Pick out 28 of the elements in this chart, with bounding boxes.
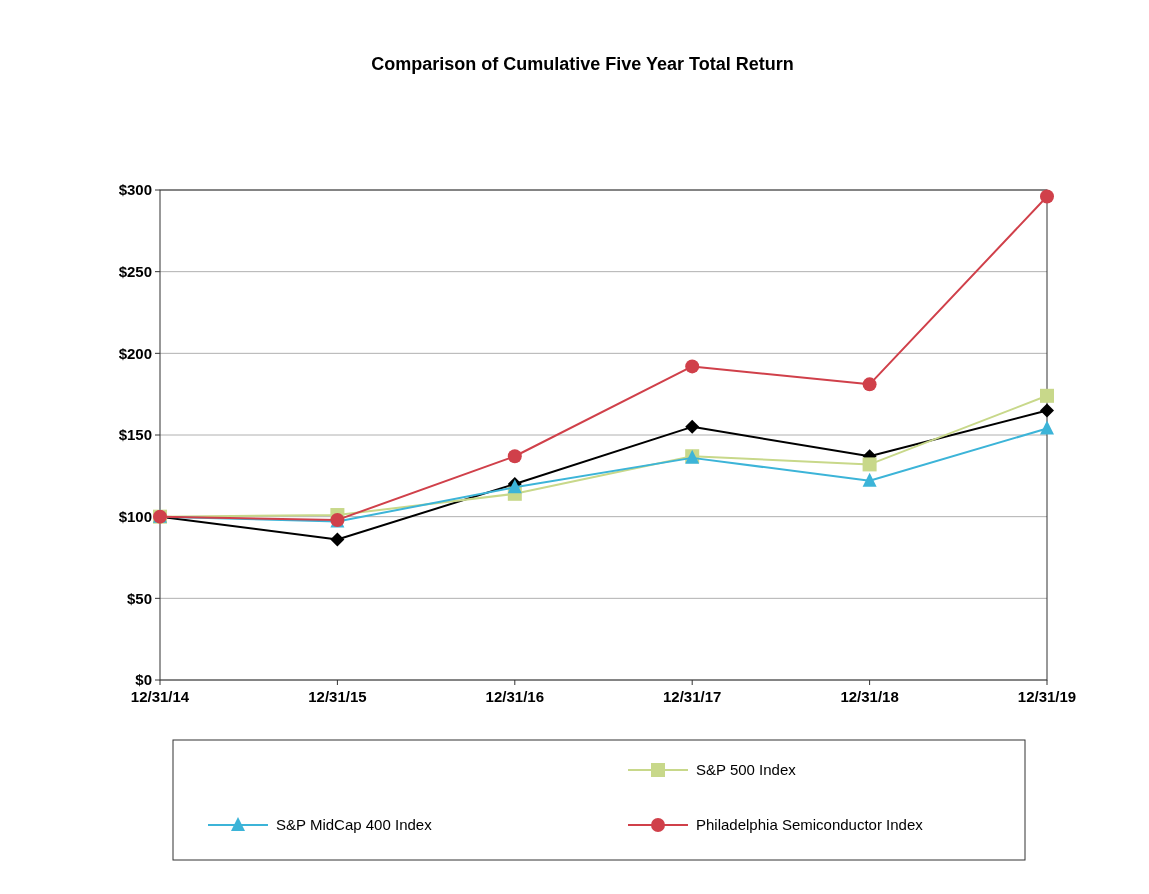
chart-title: Comparison of Cumulative Five Year Total Return — [371, 54, 794, 74]
x-tick-label: 12/31/14 — [130, 688, 190, 705]
x-tick-label: 12/31/19 — [1017, 688, 1077, 705]
point — [1040, 388, 1054, 403]
point — [862, 457, 877, 472]
y-tick-label: $100 — [118, 507, 152, 525]
x-tick-label: 12/31/18 — [840, 688, 899, 705]
y-tick-label: $200 — [118, 344, 152, 362]
point — [1040, 189, 1054, 204]
legend-label: Philadelphia Semiconductor Index — [696, 816, 924, 834]
x-tick-label: 12/31/15 — [308, 688, 367, 705]
y-tick-label: $250 — [118, 262, 152, 280]
point — [862, 472, 877, 487]
point — [1040, 420, 1054, 435]
point — [507, 449, 522, 464]
x-tick-label: 12/31/17 — [663, 688, 722, 705]
legend-label: S&P MidCap 400 Index — [276, 816, 433, 834]
y-tick-label: $50 — [126, 589, 152, 607]
y-tick-label: $150 — [118, 426, 152, 444]
point — [862, 377, 877, 392]
x-tick-label: 12/31/16 — [485, 688, 544, 705]
y-tick-label: $0 — [135, 671, 152, 689]
point — [1040, 403, 1054, 418]
y-tick-label: $300 — [118, 181, 152, 199]
point — [685, 359, 700, 374]
point — [330, 532, 345, 547]
point — [685, 419, 700, 434]
legend-label: S&P 500 Index — [696, 761, 797, 779]
